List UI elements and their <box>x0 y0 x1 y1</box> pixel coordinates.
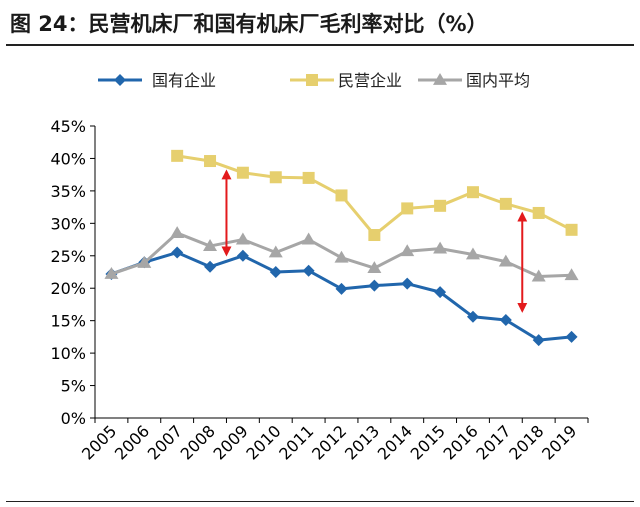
x-tick-label: 2007 <box>144 421 186 463</box>
data-point <box>268 245 283 258</box>
series-layer <box>104 149 579 347</box>
data-point <box>204 155 217 168</box>
data-point <box>400 244 415 257</box>
data-point <box>335 189 348 202</box>
legend-swatch-marker <box>306 74 318 86</box>
data-point <box>531 269 546 282</box>
data-point <box>302 171 315 184</box>
data-point <box>236 166 249 179</box>
data-point <box>335 282 348 295</box>
data-point <box>104 266 119 279</box>
data-point <box>170 226 185 238</box>
data-point <box>171 246 184 259</box>
legend-label: 民营企业 <box>338 71 402 90</box>
data-point <box>235 232 250 245</box>
x-tick-label: 2017 <box>472 421 514 463</box>
data-point <box>532 206 545 219</box>
data-point <box>498 254 513 267</box>
data-point <box>334 250 349 263</box>
legend-item: 民营企业 <box>290 71 402 90</box>
x-tick-label: 2006 <box>111 421 153 463</box>
data-point <box>269 171 282 184</box>
data-point <box>465 247 480 260</box>
series-2 <box>171 149 578 242</box>
data-point <box>368 229 381 242</box>
data-point <box>301 232 316 245</box>
data-point <box>466 310 479 323</box>
data-point <box>137 255 152 268</box>
data-point <box>171 149 184 162</box>
data-point <box>564 268 579 281</box>
data-point <box>565 330 578 343</box>
x-tick-label: 2014 <box>374 421 416 463</box>
data-point <box>236 249 249 262</box>
data-point <box>203 239 218 251</box>
x-tick-label: 2019 <box>538 421 580 463</box>
data-point <box>367 261 382 274</box>
data-point <box>434 199 447 212</box>
x-tick-label: 2012 <box>308 421 350 463</box>
legend-label: 国有企业 <box>152 71 216 90</box>
annotation-layer <box>221 169 528 313</box>
series-3 <box>104 226 579 282</box>
data-point <box>499 314 512 327</box>
y-tick-label: 10% <box>50 344 86 363</box>
legend-label: 国内平均 <box>466 71 530 90</box>
data-point <box>466 186 479 199</box>
y-tick-label: 45% <box>50 117 86 136</box>
series-line <box>176 154 573 237</box>
axes: 0%5%10%15%20%25%30%35%40%45%200520062007… <box>50 117 589 464</box>
data-point <box>269 266 282 278</box>
legend-swatch-marker <box>433 73 447 85</box>
x-tick-label: 2008 <box>177 421 219 463</box>
title-divider <box>6 44 634 46</box>
data-point <box>532 334 545 347</box>
legend-swatch-marker <box>114 74 126 86</box>
data-point <box>433 241 448 254</box>
x-tick-label: 2018 <box>505 421 547 463</box>
data-point <box>434 286 447 299</box>
x-tick-label: 2016 <box>440 421 482 463</box>
figure-title: 图 24：民营机床厂和国有机床厂毛利率对比（%） <box>10 12 488 36</box>
y-tick-label: 15% <box>50 312 86 331</box>
data-point <box>204 260 217 273</box>
y-tick-label: 30% <box>50 214 86 233</box>
y-tick-label: 40% <box>50 149 86 168</box>
x-tick-label: 2009 <box>210 421 252 463</box>
y-tick-label: 20% <box>50 279 86 298</box>
legend: 国有企业 民营企业 国内平均 <box>98 71 530 90</box>
legend-item: 国有企业 <box>98 71 216 90</box>
y-tick-label: 5% <box>61 377 86 396</box>
data-point <box>499 197 512 210</box>
legend-item: 国内平均 <box>418 71 530 90</box>
y-tick-label: 35% <box>50 182 86 201</box>
data-point <box>368 279 381 292</box>
x-tick-label: 2010 <box>242 421 284 463</box>
data-point <box>565 223 578 236</box>
y-tick-label: 0% <box>61 409 86 428</box>
y-tick-label: 25% <box>50 247 86 266</box>
data-point <box>401 277 414 290</box>
data-point <box>401 202 414 215</box>
data-point <box>302 264 315 277</box>
x-tick-label: 2011 <box>275 421 317 463</box>
x-tick-label: 2013 <box>341 421 383 463</box>
x-tick-label: 2015 <box>407 421 449 463</box>
bottom-divider <box>6 501 634 502</box>
